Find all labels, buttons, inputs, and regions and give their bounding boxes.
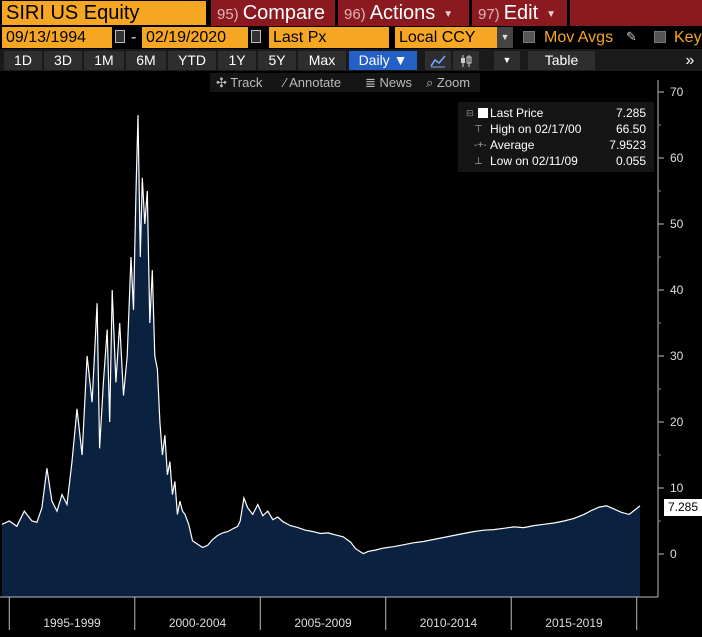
ticker-field[interactable]: SIRI US Equity: [2, 1, 206, 25]
low-marker-icon: ⊥: [474, 156, 483, 167]
key-label: Key: [674, 29, 702, 46]
legend-low-label: Low on 02/11/09: [490, 154, 578, 168]
calendar-icon[interactable]: [115, 30, 125, 43]
actions-button[interactable]: 96) Actions ▼: [338, 0, 469, 26]
range-1m[interactable]: 1M: [84, 51, 124, 70]
start-date-field[interactable]: 09/13/1994: [2, 27, 112, 48]
toolbar-filler: [570, 0, 702, 26]
zoom-label: Zoom: [436, 75, 471, 90]
caret-down-icon: ▼: [443, 9, 454, 20]
mov-avgs-checkbox[interactable]: [523, 31, 535, 43]
legend-last-value: 7.285: [615, 106, 646, 120]
series-swatch: [478, 108, 488, 118]
settings-bar: 09/13/1994 - 02/19/2020 Last Px Local CC…: [0, 27, 702, 49]
legend-high-label: High on 02/17/00: [490, 122, 582, 136]
plot-area: [1, 115, 641, 597]
price-area: [2, 115, 640, 597]
legend-high: ⊤ High on 02/17/00 66.50: [462, 122, 650, 138]
legend-high-value: 66.50: [615, 122, 646, 136]
chevron-down-icon[interactable]: ▼: [497, 27, 513, 48]
track-tool[interactable]: ✣ Track: [216, 73, 262, 92]
range-6m[interactable]: 6M: [126, 51, 166, 70]
legend-last-price: ⊟ Last Price 7.285: [462, 106, 650, 122]
frequency-selector[interactable]: Daily ▼: [349, 51, 417, 70]
collapse-icon[interactable]: ⊟: [466, 108, 474, 118]
y-tick-label: 40: [670, 283, 684, 297]
y-axis: 0 10 20 30 40 50 60 70: [657, 80, 684, 597]
range-1d[interactable]: 1D: [4, 51, 42, 70]
legend: ⊟ Last Price 7.285 ⊤ High on 02/17/00 66…: [458, 102, 654, 172]
y-tick-label: 20: [670, 415, 684, 429]
double-chevron-right-icon[interactable]: »: [678, 51, 702, 70]
average-line-icon: -+-: [474, 140, 487, 151]
edit-number: 97): [478, 6, 500, 23]
chart-tools: ✣ Track ⁄ Annotate ≣ News ⌕ Zoom: [210, 73, 480, 92]
last-price-badge: 7.285: [664, 499, 702, 516]
x-period-label: 2015-2019: [545, 616, 603, 630]
news-tool[interactable]: ≣ News: [365, 73, 412, 92]
annotate-tool[interactable]: ⁄ Annotate: [284, 73, 341, 92]
x-period-label: 1995-1999: [43, 616, 101, 630]
calendar-icon[interactable]: [251, 30, 261, 43]
annotate-label: Annotate: [289, 75, 342, 90]
title-bar: SIRI US Equity 95) Compare 96) Actions ▼ 97…: [0, 0, 702, 27]
currency-selector[interactable]: Local CCY: [395, 27, 497, 48]
key-checkbox[interactable]: [654, 31, 666, 43]
news-icon: ≣: [365, 75, 376, 90]
y-tick-label: 0: [670, 547, 677, 561]
legend-last-label: Last Price: [490, 106, 544, 120]
legend-average: -+- Average 7.9523: [462, 138, 650, 154]
x-period-label: 2005-2009: [294, 616, 352, 630]
actions-label: Actions: [369, 2, 436, 24]
x-axis: 1995-1999 2000-2004 2005-2009 2010-2014 2015…: [0, 596, 658, 630]
high-marker-icon: ⊤: [474, 124, 483, 135]
x-period-label: 2010-2014: [420, 616, 478, 630]
y-tick-label: 10: [670, 481, 684, 495]
pencil-icon[interactable]: ✎: [626, 29, 637, 44]
field-selector[interactable]: Last Px: [269, 27, 389, 48]
track-label: Track: [230, 75, 263, 90]
range-max[interactable]: Max: [298, 51, 346, 70]
mov-avgs-label: Mov Avgs: [544, 29, 614, 46]
end-date-field[interactable]: 02/19/2020: [142, 27, 248, 48]
legend-avg-label: Average: [490, 138, 535, 152]
legend-low-value: 0.055: [615, 154, 646, 168]
chevron-down-icon[interactable]: ▼: [494, 51, 520, 70]
crosshair-icon: ✣: [216, 75, 227, 90]
range-5y[interactable]: 5Y: [258, 51, 296, 70]
y-tick-label: 70: [670, 85, 684, 99]
edit-button[interactable]: 97) Edit ▼: [472, 0, 567, 26]
compare-number: 95): [217, 6, 239, 23]
pencil-icon: ⁄: [284, 75, 287, 90]
candle-chart-icon[interactable]: [453, 51, 479, 70]
actions-number: 96): [344, 6, 366, 23]
edit-label: Edit: [503, 2, 539, 24]
y-tick-label: 50: [670, 217, 684, 231]
table-button[interactable]: Table: [528, 51, 595, 70]
price-line: [1, 115, 641, 555]
line-chart-icon[interactable]: [425, 51, 451, 70]
range-bar: 1D 3D 1M 6M YTD 1Y 5Y Max Daily ▼ ▼ Tabl…: [0, 49, 702, 71]
legend-avg-value: 7.9523: [609, 138, 646, 152]
y-tick-label: 30: [670, 349, 684, 363]
date-separator: -: [131, 29, 137, 46]
legend-low: ⊥ Low on 02/11/09 0.055: [462, 154, 650, 170]
compare-button[interactable]: 95) Compare: [211, 0, 335, 26]
y-tick-label: 60: [670, 151, 684, 165]
caret-down-icon: ▼: [546, 9, 557, 20]
compare-label: Compare: [242, 2, 325, 24]
range-3d[interactable]: 3D: [44, 51, 82, 70]
zoom-tool[interactable]: ⌕ Zoom: [426, 73, 470, 92]
x-period-label: 2000-2004: [169, 616, 227, 630]
range-ytd[interactable]: YTD: [168, 51, 216, 70]
news-label: News: [379, 75, 413, 90]
magnifier-icon: ⌕: [426, 75, 434, 90]
range-1y[interactable]: 1Y: [218, 51, 256, 70]
